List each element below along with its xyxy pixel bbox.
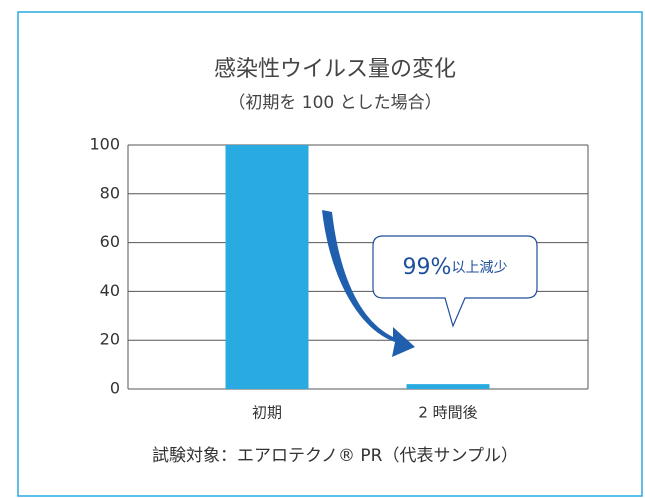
x-tick-label: 2 時間後 [418,404,477,422]
y-tick-label: 20 [100,330,120,349]
x-tick-label: 初期 [252,404,282,422]
y-tick-label: 80 [100,183,120,202]
annotation-group: 99%以上減少 [322,210,538,357]
callout [372,235,538,328]
y-tick-label: 0 [110,379,120,398]
plot: 0 20 40 60 80 100 初期 2 時間後 [89,135,589,422]
bar [225,145,309,389]
frame [17,11,643,497]
annotation-text: 99%以上減少 [403,255,508,280]
annotation-suffix: 以上減少 [451,259,507,276]
annotation-main: 99% [403,255,452,280]
y-tick-label: 100 [89,135,120,154]
bar [406,384,490,389]
footnote: 試験対象：エアロテクノ® PR（代表サンプル） [152,446,518,466]
chart-subtitle: （初期を 100 とした場合） [228,93,441,113]
arrow [322,210,415,357]
chart-title: 感染性ウイルス量の変化 [214,57,456,82]
y-tick-label: 40 [100,281,120,300]
y-tick-label: 60 [100,232,120,251]
